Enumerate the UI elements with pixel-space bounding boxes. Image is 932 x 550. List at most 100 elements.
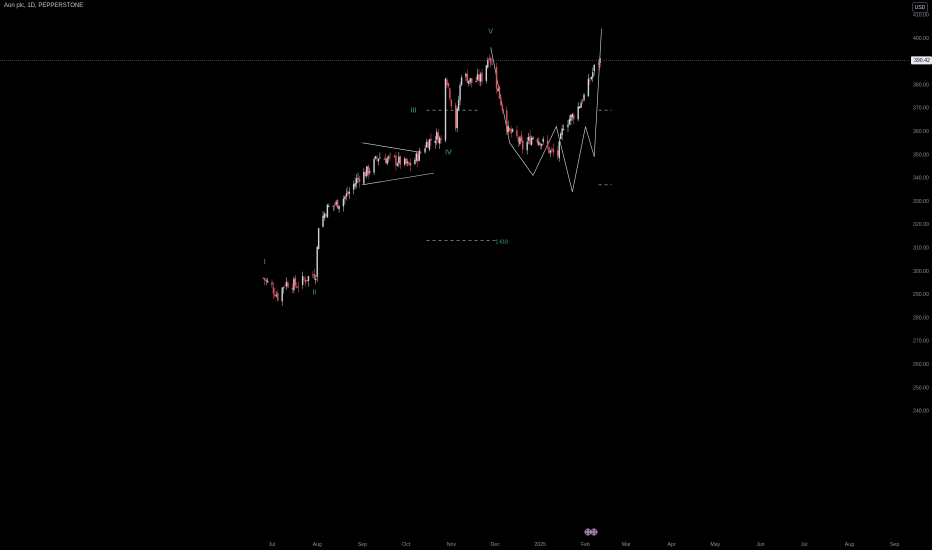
candle — [373, 156, 375, 176]
candle — [417, 151, 419, 168]
candle-body — [498, 86, 501, 99]
candle-body — [438, 137, 441, 144]
candle — [491, 58, 493, 66]
candle-body — [590, 77, 593, 80]
x-tick-label: May — [710, 542, 720, 548]
candle — [306, 280, 308, 283]
candle-body — [541, 143, 543, 146]
candle — [396, 161, 399, 167]
candle — [517, 135, 520, 148]
uk-flag-event-icon[interactable] — [590, 528, 598, 536]
candle-body — [313, 274, 315, 279]
candle — [552, 143, 555, 157]
candle-body — [542, 138, 544, 142]
triangle-trendline[interactable] — [362, 172, 434, 186]
candle — [522, 137, 524, 155]
candle — [430, 133, 432, 146]
candle-body — [592, 72, 594, 78]
candle-body — [386, 158, 388, 164]
candle — [266, 277, 269, 284]
y-tick-label: 380.00 — [913, 82, 929, 88]
candle-body — [415, 153, 418, 161]
y-tick-label: 290.00 — [913, 292, 929, 298]
y-tick-label: 320.00 — [913, 222, 929, 228]
candle — [291, 283, 294, 294]
candle — [354, 177, 356, 190]
candle — [456, 106, 458, 133]
candle-body — [293, 279, 295, 291]
candle-body — [389, 154, 391, 156]
candle — [599, 57, 601, 68]
candle — [542, 136, 544, 145]
candle-body — [593, 64, 595, 72]
candle — [455, 102, 457, 132]
x-tick-label: Aug — [845, 542, 854, 548]
candle-body — [529, 135, 531, 145]
candle — [436, 128, 438, 145]
candle — [355, 173, 358, 189]
candle — [427, 139, 429, 148]
candle-body — [312, 274, 314, 276]
candle-body — [297, 286, 299, 288]
candle-body — [511, 129, 514, 132]
candle-body — [589, 80, 591, 82]
candle-body — [266, 280, 269, 283]
candle — [481, 69, 483, 85]
candle — [352, 180, 355, 195]
y-tick-label: 270.00 — [913, 339, 929, 345]
candle-body — [457, 100, 460, 110]
candle — [551, 146, 553, 154]
candle-body — [526, 141, 528, 151]
candle-body — [282, 287, 285, 289]
candle — [577, 101, 579, 122]
candle — [364, 169, 367, 177]
candle-body — [548, 146, 550, 154]
candle — [485, 64, 488, 84]
candle-body — [488, 58, 490, 61]
candle — [368, 167, 371, 175]
y-tick-label: 250.00 — [913, 385, 929, 391]
candle — [597, 59, 600, 71]
candles — [262, 54, 601, 306]
candle — [510, 125, 512, 138]
current-price-label: 390.42 — [914, 58, 930, 64]
candle-body — [358, 178, 361, 183]
candle-body — [317, 228, 320, 250]
candle — [293, 276, 295, 294]
x-tick-label: Apr — [667, 542, 675, 548]
candle-body — [323, 213, 326, 218]
candle — [272, 281, 275, 300]
triangle-trendline[interactable] — [362, 142, 420, 153]
candle — [385, 153, 387, 164]
candle — [348, 187, 350, 199]
x-tick-label: Mar — [622, 542, 631, 548]
candle-body — [354, 183, 356, 187]
wave-projection-path[interactable] — [490, 28, 602, 192]
candle — [557, 146, 559, 160]
candle-body — [275, 295, 278, 297]
candle — [508, 127, 511, 132]
candle-body — [301, 276, 304, 285]
candle — [460, 75, 463, 87]
candle — [580, 99, 582, 108]
candle — [530, 135, 533, 146]
time-axis: Jul Aug Sep Oct Nov Dec 2025 Feb Mar Apr May Jun Jul… — [269, 542, 900, 548]
candle — [420, 149, 422, 155]
candle-body — [377, 158, 380, 162]
candle — [434, 135, 437, 149]
candle-body — [264, 278, 266, 281]
candle-body — [315, 278, 317, 281]
candle — [374, 155, 377, 160]
uk-flag-event-icon[interactable] — [584, 528, 592, 536]
candle — [387, 155, 390, 163]
x-tick-label: Feb — [581, 542, 590, 548]
candle-body — [395, 155, 397, 166]
candle — [487, 57, 489, 69]
candle — [506, 106, 508, 135]
currency-button[interactable]: USD — [912, 2, 928, 13]
x-tick-label: Jul — [801, 542, 808, 548]
candle-body — [449, 88, 451, 99]
x-tick-label: Jul — [269, 542, 276, 548]
